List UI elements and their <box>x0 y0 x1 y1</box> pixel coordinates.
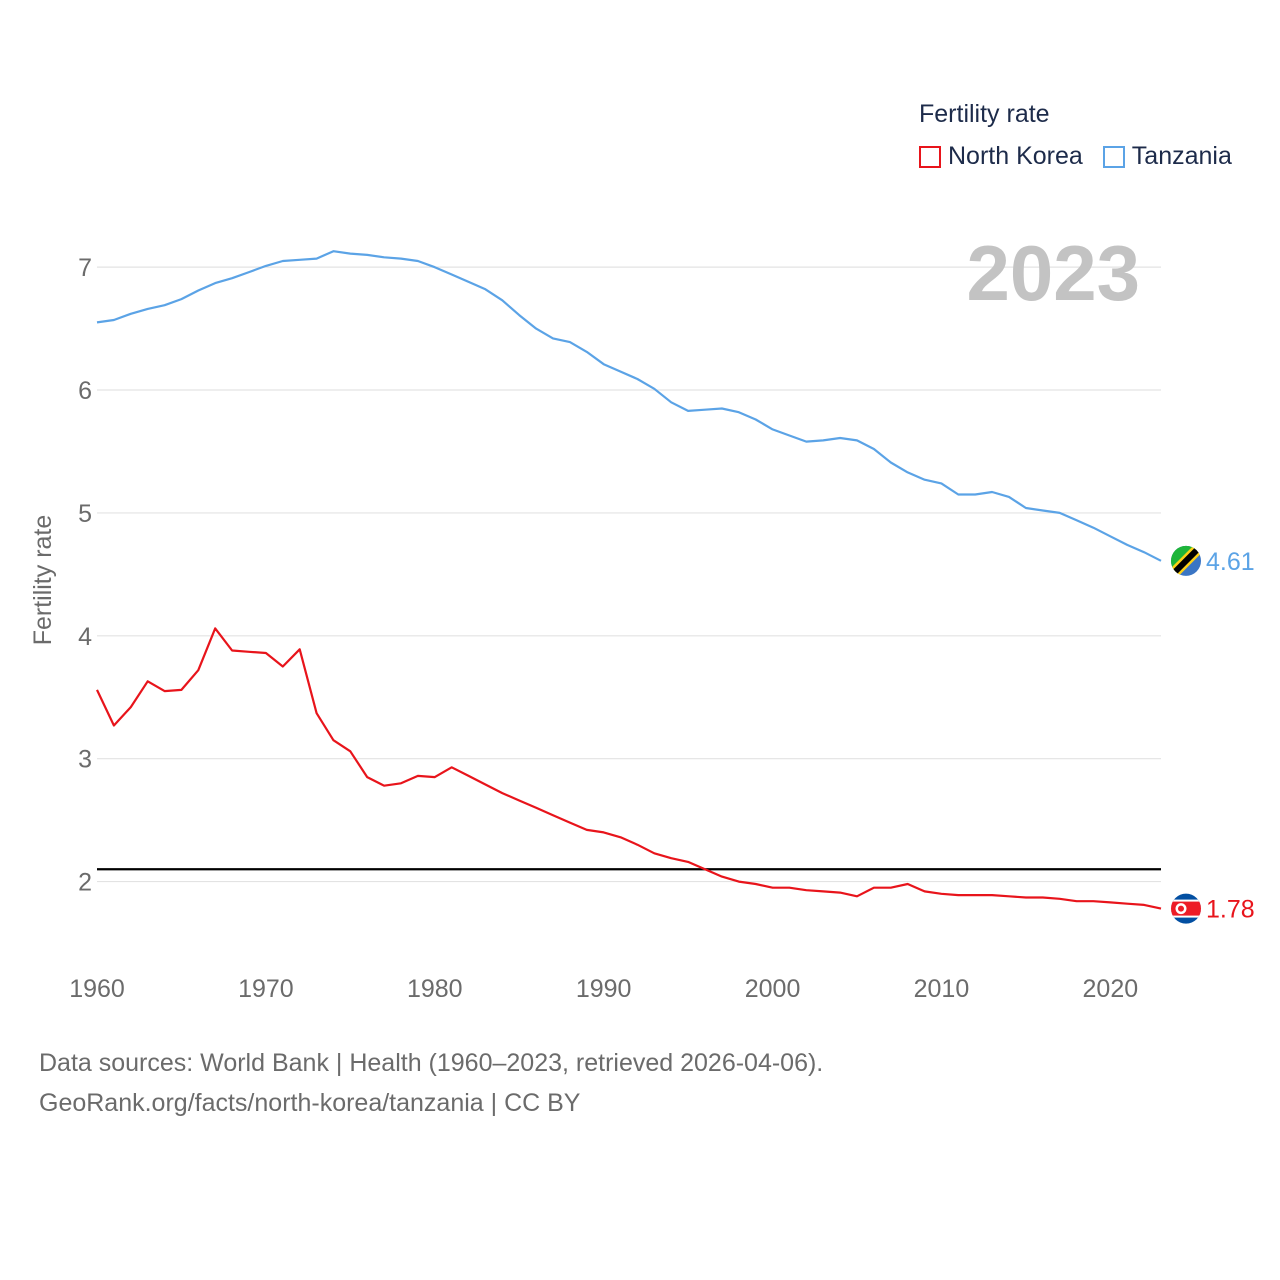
legend-item-north-korea[interactable]: North Korea <box>919 142 1083 171</box>
legend-title: Fertility rate <box>919 100 1050 128</box>
end-value-label-north-korea: 1.78 <box>1206 896 1255 924</box>
y-tick-label-3: 3 <box>78 746 92 774</box>
y-tick-label-4: 4 <box>78 623 92 651</box>
x-tick-label-2000: 2000 <box>745 975 801 1003</box>
y-tick-label-5: 5 <box>78 500 92 528</box>
legend-item-tanzania[interactable]: Tanzania <box>1102 142 1232 171</box>
series-line-tanzania <box>96 250 1162 562</box>
x-tick-label-1970: 1970 <box>238 975 294 1003</box>
source-note: Data sources: World Bank | Health (1960–… <box>39 1043 823 1123</box>
gridlines <box>97 266 1161 883</box>
series-line-north-korea <box>96 627 1162 910</box>
series-end-labels: 1.78 4.61 <box>1171 545 1255 924</box>
x-axis-ticks: 1960 1970 1980 1990 2000 2010 2020 <box>69 975 1138 1003</box>
x-tick-label-1980: 1980 <box>407 975 463 1003</box>
source-line-1: Data sources: World Bank | Health (1960–… <box>39 1049 824 1077</box>
x-tick-label-2010: 2010 <box>914 975 970 1003</box>
y-axis-ticks: 2 3 4 5 6 7 <box>78 254 92 896</box>
legend-label-tanzania: Tanzania <box>1131 142 1232 170</box>
source-line-2[interactable]: GeoRank.org/facts/north-korea/tanzania |… <box>39 1089 581 1117</box>
y-tick-label-7: 7 <box>78 254 92 282</box>
x-tick-label-1960: 1960 <box>69 975 125 1003</box>
legend: North Korea Tanzania <box>919 142 1252 171</box>
x-tick-label-2020: 2020 <box>1083 975 1139 1003</box>
legend-label-north-korea: North Korea <box>948 142 1083 170</box>
year-watermark: 2023 <box>966 229 1140 317</box>
y-tick-label-2: 2 <box>78 869 92 897</box>
tanzania-flag-icon <box>1171 545 1201 576</box>
north-korea-flag-icon <box>1171 893 1201 924</box>
y-tick-label-6: 6 <box>78 377 92 405</box>
end-value-label-tanzania: 4.61 <box>1206 548 1255 576</box>
y-axis-label: Fertility rate <box>29 515 57 646</box>
series-lines <box>96 250 1162 910</box>
x-tick-label-1990: 1990 <box>576 975 632 1003</box>
legend-swatch-north-korea <box>919 145 941 168</box>
legend-swatch-tanzania <box>1102 145 1125 168</box>
